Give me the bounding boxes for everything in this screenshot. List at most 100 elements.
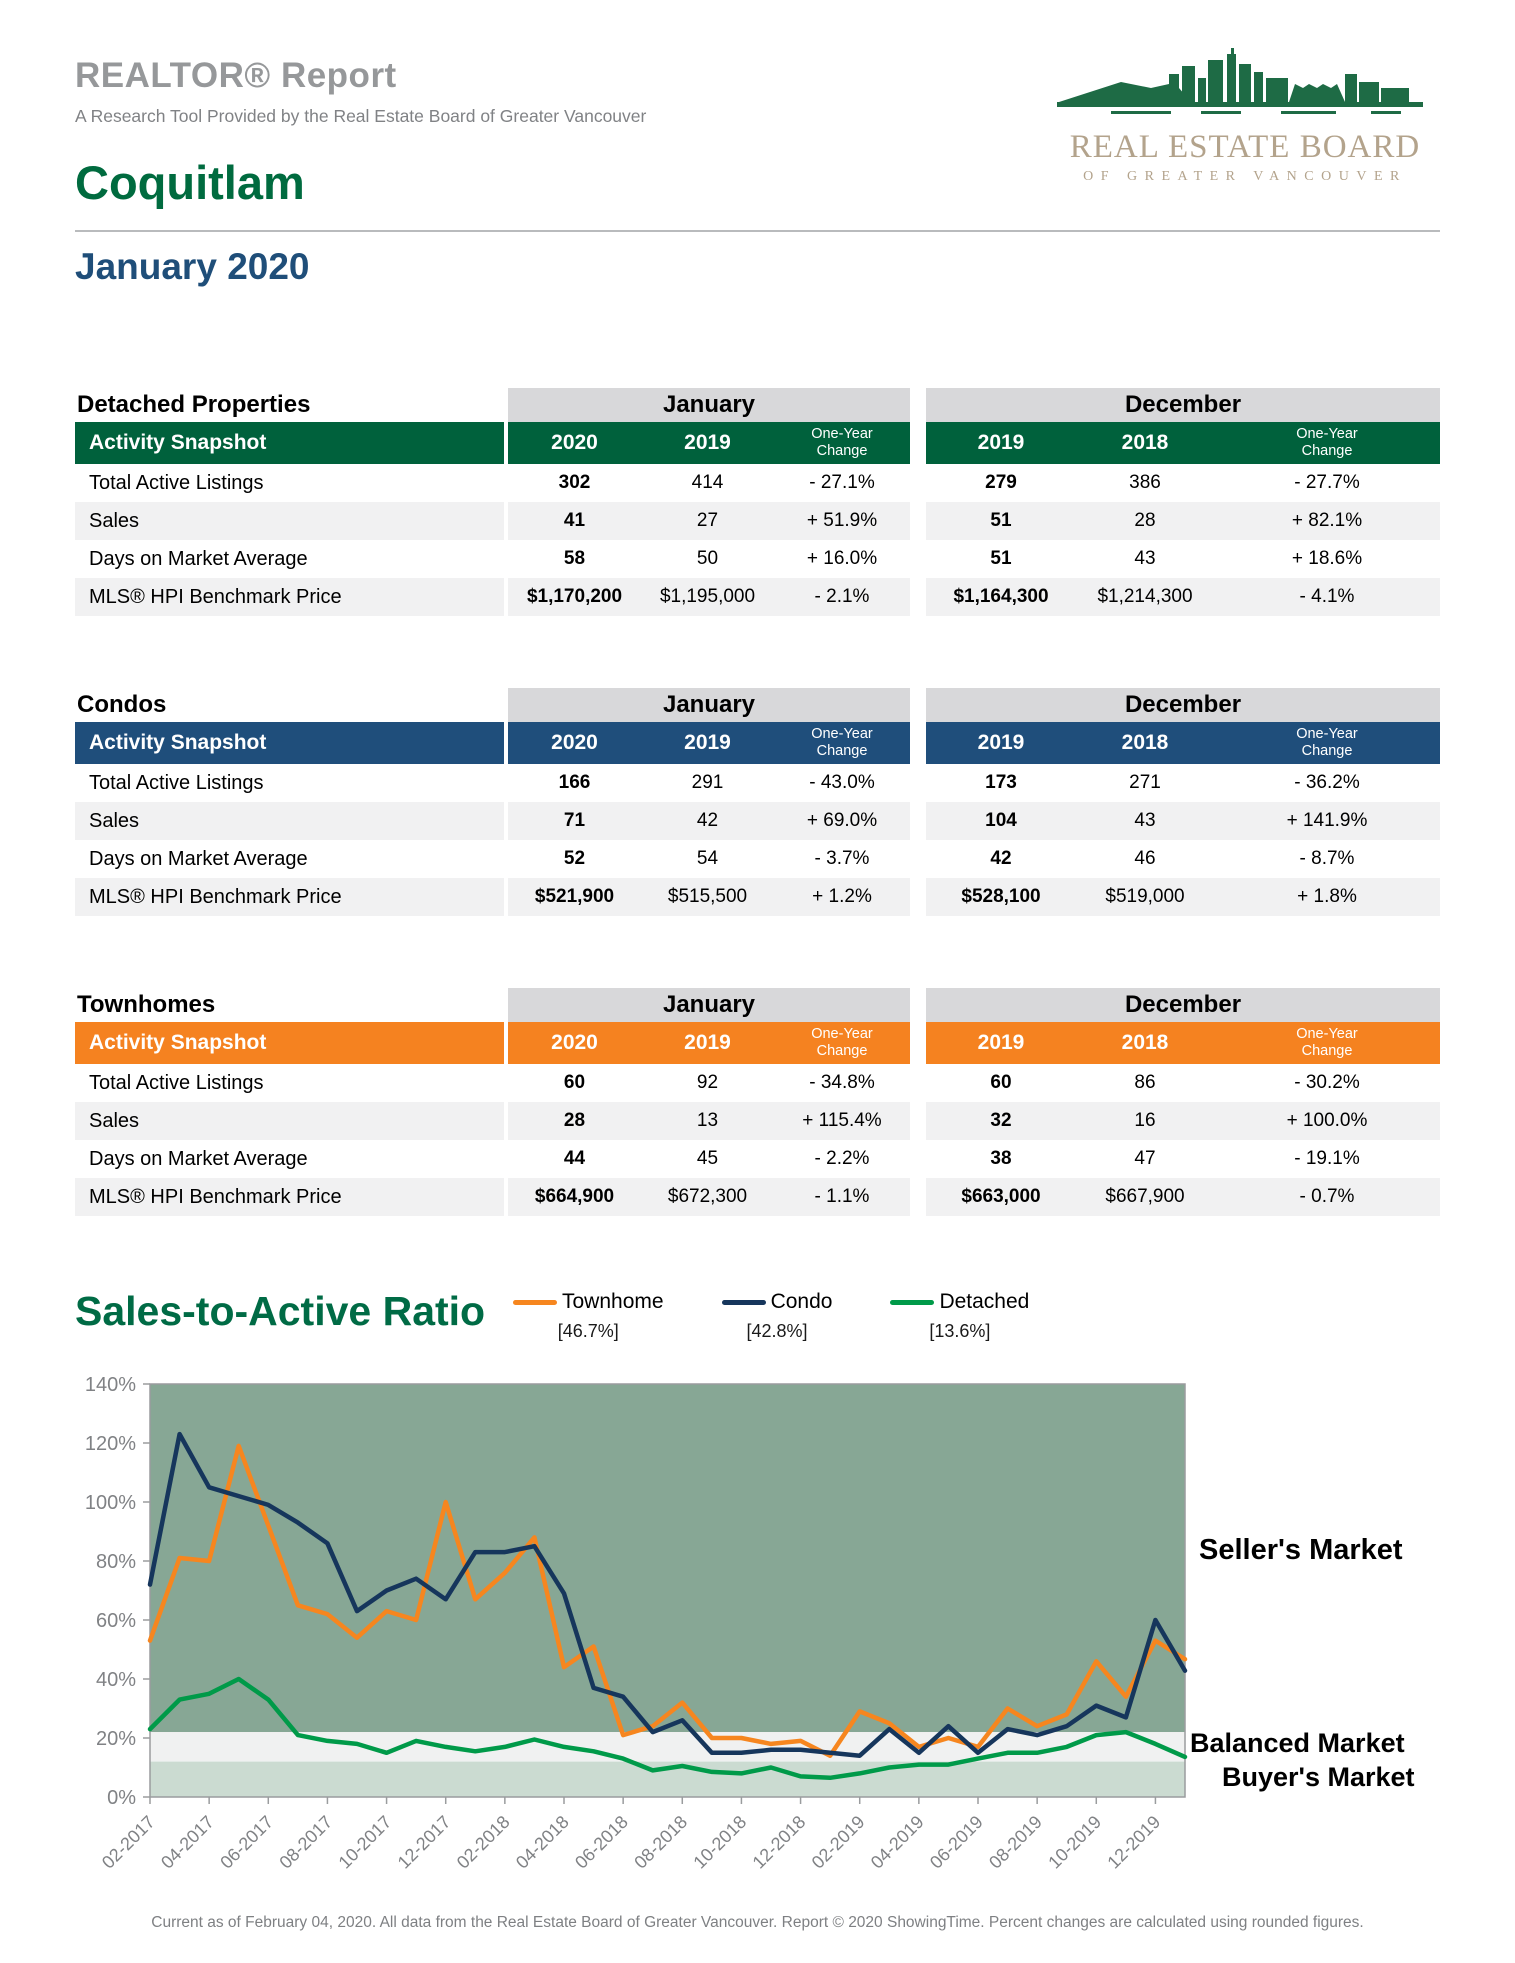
table-row: Days on Market Average 58 50 + 16.0% 51 43 + 1… [75,540,1440,578]
column-header: 2019 [926,1022,1076,1064]
cell-value: 386 [1129,472,1161,493]
column-header: 2019 [641,1022,774,1064]
x-axis-label: 08-2019 [985,1812,1046,1873]
logo-wordmark: REAL ESTATE BOARD [1069,129,1421,165]
column-header: 2018 [1076,1022,1214,1064]
cell-value: 71 [508,802,641,840]
cell-value: - 30.2% [1294,1072,1360,1093]
sales-to-active-ratio-chart: 0% 20% 40% 60% 80% 100% 120% 140% 02-2017 04-2017… [0,1376,1515,1896]
cell-value: 58 [563,548,586,569]
period-title: January 2020 [75,246,310,287]
y-axis-label: 80% [96,1551,136,1573]
group-gap [910,988,926,1022]
cell-value: $519,000 [1076,878,1214,916]
column-header: 2019 [926,722,1076,764]
cell-value: 173 [985,772,1017,793]
table-band-row: Detached Properties January December [75,388,1440,422]
table-header-row: Activity Snapshot 2020 2019 One-Year Change 2… [75,1022,1440,1064]
cell-value: + 1.8% [1214,878,1440,916]
row-label: Days on Market Average [75,540,508,578]
cell-value: - 36.2% [1294,772,1360,793]
column-header: 2018 [1076,722,1214,764]
cell-value: $663,000 [926,1178,1076,1216]
cell-value: - 27.1% [809,472,875,493]
condo-line-swatch [721,1299,766,1305]
sellers-market-band [150,1384,1185,1733]
cell-value: + 82.1% [1214,502,1440,540]
cell-value: - 0.7% [1214,1178,1440,1216]
row-label: MLS® HPI Benchmark Price [75,878,508,916]
month-group-january: January [508,988,910,1022]
legend-series-name: Detached [939,1290,1030,1313]
month-group-january: January [508,388,910,422]
x-axis-label: 08-2018 [630,1812,691,1873]
legend-current-value: [46.7%] [557,1321,619,1341]
group-gap [910,464,926,502]
row-label: Sales [75,802,508,840]
month-group-december: December [926,688,1440,722]
group-gap [910,578,926,616]
activity-snapshot-label: Activity Snapshot [75,722,508,764]
cell-value: - 4.1% [1214,578,1440,616]
cell-value: - 2.2% [814,1148,870,1169]
rebgv-logo: REAL ESTATE BOARD OF GREATER VANCOUVER [1050,44,1440,185]
header-divider [75,230,1440,232]
cell-value: 271 [1129,772,1161,793]
legend-current-value: [42.8%] [746,1321,808,1341]
chart-canvas: 0% 20% 40% 60% 80% 100% 120% 140% 02-201704-2017… [85,1376,1188,1873]
x-axis-label: 02-2019 [808,1812,869,1873]
cell-value: 42 [990,848,1012,869]
table-band-row: Condos January December [75,688,1440,722]
cell-value: $515,500 [641,878,774,916]
y-axis-label: 100% [85,1492,136,1514]
group-gap [910,1064,926,1102]
cell-value: 28 [1076,502,1214,540]
report-header: REALTOR® Report A Research Tool Provided… [75,0,1440,288]
column-header: One-Year Change [774,422,910,464]
table-title: Townhomes [77,991,216,1018]
x-axis-label: 10-2019 [1044,1812,1105,1873]
cell-value: $664,900 [508,1178,641,1216]
cell-value: 291 [691,772,724,793]
activity-snapshot-tables: Detached Properties January December Activi… [75,388,1440,1216]
cell-value: - 8.7% [1299,848,1355,869]
group-gap [910,1140,926,1178]
cell-value: 51 [990,548,1012,569]
activity-table: Condos January December Activity Snapshot 20… [75,688,1440,916]
balanced-market-label: Balanced Market [1190,1728,1405,1758]
x-axis-label: 10-2017 [335,1812,396,1873]
legend-item: Condo [42.8%] [721,1290,832,1342]
y-axis-label: 20% [96,1728,136,1750]
cell-value: 104 [926,802,1076,840]
cell-value: 38 [990,1148,1012,1169]
cell-value: + 18.6% [1291,548,1363,569]
x-axis-label: 06-2019 [926,1812,987,1873]
column-header: One-Year Change [774,1022,910,1064]
cell-value: + 1.2% [774,878,910,916]
report-subtitle: A Research Tool Provided by the Real Est… [75,106,647,126]
group-gap [910,422,926,464]
y-axis-label: 120% [85,1433,136,1455]
group-gap [910,1022,926,1064]
legend-item: Detached [13.6%] [890,1290,1029,1342]
group-gap [910,764,926,802]
cell-value: 302 [558,472,591,493]
month-group-january: January [508,688,910,722]
month-group-december: December [926,988,1440,1022]
x-axis-label: 08-2017 [275,1812,336,1873]
condo-series-line [147,1431,1188,1758]
x-axis-label: 04-2018 [512,1812,573,1873]
x-axis-label: 04-2019 [867,1812,928,1873]
activity-snapshot-label: Activity Snapshot [75,1022,508,1064]
row-label: Days on Market Average [75,840,508,878]
activity-table: Detached Properties January December Activi… [75,388,1440,616]
month-group-december: December [926,388,1440,422]
x-axis-label: 04-2017 [157,1812,218,1873]
table-row: Total Active Listings 302 414 - 27.1% 279 386… [75,464,1440,502]
cell-value: $521,900 [508,878,641,916]
y-axis-label: 60% [96,1610,136,1632]
x-axis-label: 12-2017 [394,1812,455,1873]
cell-value: 414 [691,472,724,493]
cell-value: + 115.4% [774,1102,910,1140]
table-row: Sales 41 27 + 51.9% 51 28 + 82.1% [75,502,1440,540]
